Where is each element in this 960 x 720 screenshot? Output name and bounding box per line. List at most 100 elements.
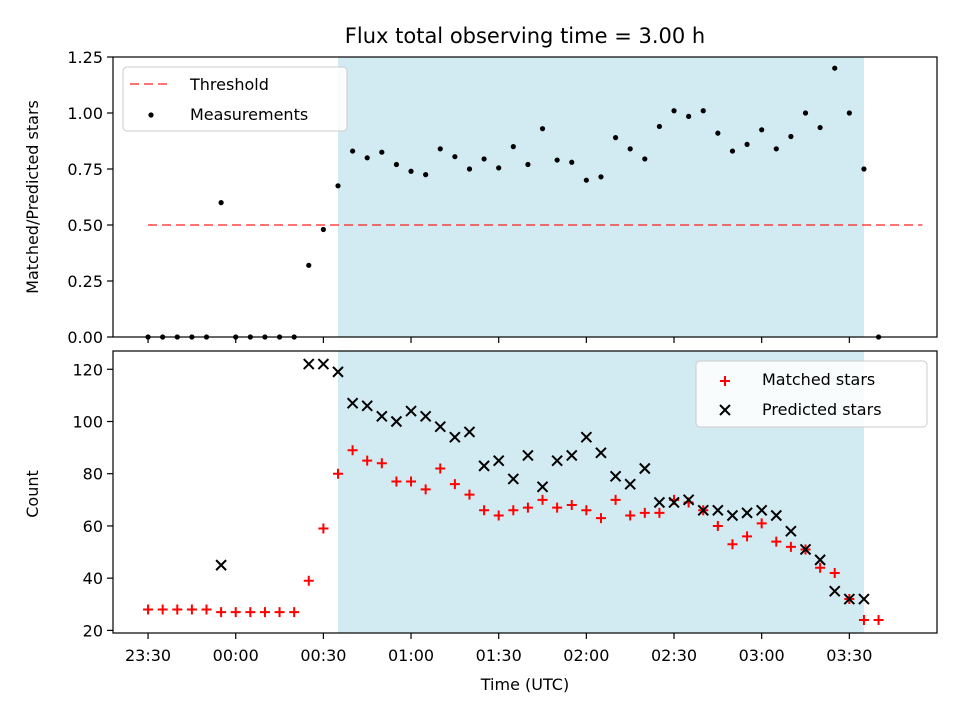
predicted-star-point (785, 525, 797, 537)
legend-box (695, 360, 928, 428)
predicted-star-point (463, 426, 476, 438)
predicted-stars-series (215, 358, 870, 605)
matched-star-point (785, 541, 796, 552)
legend-measurements-swatch (148, 112, 154, 118)
x-tick-label: 01:00 (388, 646, 434, 665)
bottom-y-axis-label: Count (23, 470, 42, 518)
measurement-point (627, 146, 633, 152)
x-tick-label: 02:30 (651, 646, 697, 665)
y-tick-label: 100 (72, 413, 103, 432)
predicted-star-point (449, 431, 461, 443)
bottom-legend: Matched stars Predicted stars (695, 360, 928, 428)
matched-star-point (566, 500, 577, 511)
predicted-star-point (492, 454, 505, 467)
top-legend: Threshold Measurements (122, 66, 348, 132)
matched-star-point (508, 505, 519, 516)
predicted-star-point (522, 449, 534, 462)
legend-measurements-label: Measurements (190, 105, 308, 124)
measurement-point (539, 126, 546, 132)
legend-threshold-label: Threshold (189, 75, 269, 94)
measurement-point (802, 110, 809, 116)
predicted-star-point (346, 397, 359, 409)
predicted-star-point (536, 481, 549, 493)
measurement-point (715, 130, 721, 136)
measurement-point (773, 146, 779, 152)
y-tick-label: 80 (83, 465, 103, 484)
measurement-point (408, 168, 414, 174)
predicted-star-point (507, 473, 520, 485)
measurement-point (554, 157, 560, 163)
predicted-star-point (215, 559, 227, 571)
y-tick-label: 0.25 (67, 272, 103, 291)
predicted-star-point (361, 400, 373, 412)
matched-star-point (873, 614, 884, 625)
matched-star-point (522, 502, 533, 513)
predicted-star-point (755, 504, 768, 516)
x-tick-label: 23:30 (125, 646, 171, 665)
predicted-star-point (317, 358, 330, 370)
matched-star-point (581, 505, 592, 516)
matched-star-point (742, 531, 753, 542)
matched-star-point (464, 489, 475, 500)
predicted-star-point (580, 431, 593, 443)
x-tick-label: 03:00 (739, 646, 785, 665)
legend-box (122, 66, 348, 132)
top-y-axis-label: Matched/Predicted stars (23, 100, 42, 294)
y-tick-label: 0.00 (67, 328, 103, 347)
legend-matched-swatch (720, 376, 730, 386)
measurement-point (320, 226, 326, 233)
matched-star-point (552, 502, 563, 513)
matched-star-point (493, 510, 504, 521)
x-tick-label: 00:30 (300, 646, 346, 665)
measurement-point (656, 123, 663, 130)
measurement-point (569, 159, 575, 165)
matched-star-point (435, 463, 446, 474)
predicted-star-point (478, 460, 490, 472)
matched-star-point (858, 614, 869, 625)
predicted-star-point (639, 462, 651, 475)
measurement-point (510, 144, 516, 150)
predicted-star-point (741, 507, 753, 519)
matched-star-point (186, 604, 197, 615)
y-tick-label: 60 (83, 517, 103, 536)
predicted-star-point (595, 447, 607, 459)
y-tick-label: 1.00 (67, 104, 103, 123)
measurement-point (466, 166, 473, 172)
matched-star-point (712, 520, 723, 531)
matched-star-point (449, 479, 460, 490)
measurement-point (496, 165, 502, 171)
top-panel: 0.00 0.25 0.50 0.75 1.00 1.25 Threshold Measure… (67, 48, 938, 347)
measurement-point (393, 161, 400, 168)
bottom-panel: 20 40 60 80 100 120 23:30 00:00 00:30 01:00 01:30 0… (72, 350, 938, 665)
legend-predicted-label: Predicted stars (762, 400, 882, 419)
matched-star-point (420, 484, 431, 495)
y-tick-label: 20 (83, 621, 103, 640)
matched-star-point (362, 455, 373, 466)
measurement-point (759, 127, 765, 133)
matched-star-point (157, 604, 168, 615)
predicted-star-point (697, 504, 709, 516)
measurement-point (817, 124, 823, 131)
predicted-star-point (843, 593, 856, 605)
matched-star-point (537, 494, 548, 505)
predicted-star-point (551, 454, 563, 467)
matched-star-point (289, 607, 300, 618)
measurement-point (612, 135, 619, 141)
y-tick-label: 0.50 (67, 216, 103, 235)
measurement-point (671, 108, 677, 114)
measurement-point (642, 156, 648, 162)
measurement-point (437, 146, 443, 152)
measurement-point (583, 177, 589, 183)
matched-star-point (274, 607, 285, 618)
predicted-star-point (376, 410, 388, 422)
matched-star-point (230, 607, 241, 618)
y-tick-label: 40 (83, 569, 103, 588)
matched-star-point (201, 604, 212, 615)
predicted-star-point (829, 585, 841, 597)
matched-star-point (376, 458, 387, 469)
measurement-point (379, 149, 385, 155)
measurement-point (832, 65, 838, 71)
x-tick-label: 00:00 (213, 646, 259, 665)
measurement-point (335, 183, 341, 189)
